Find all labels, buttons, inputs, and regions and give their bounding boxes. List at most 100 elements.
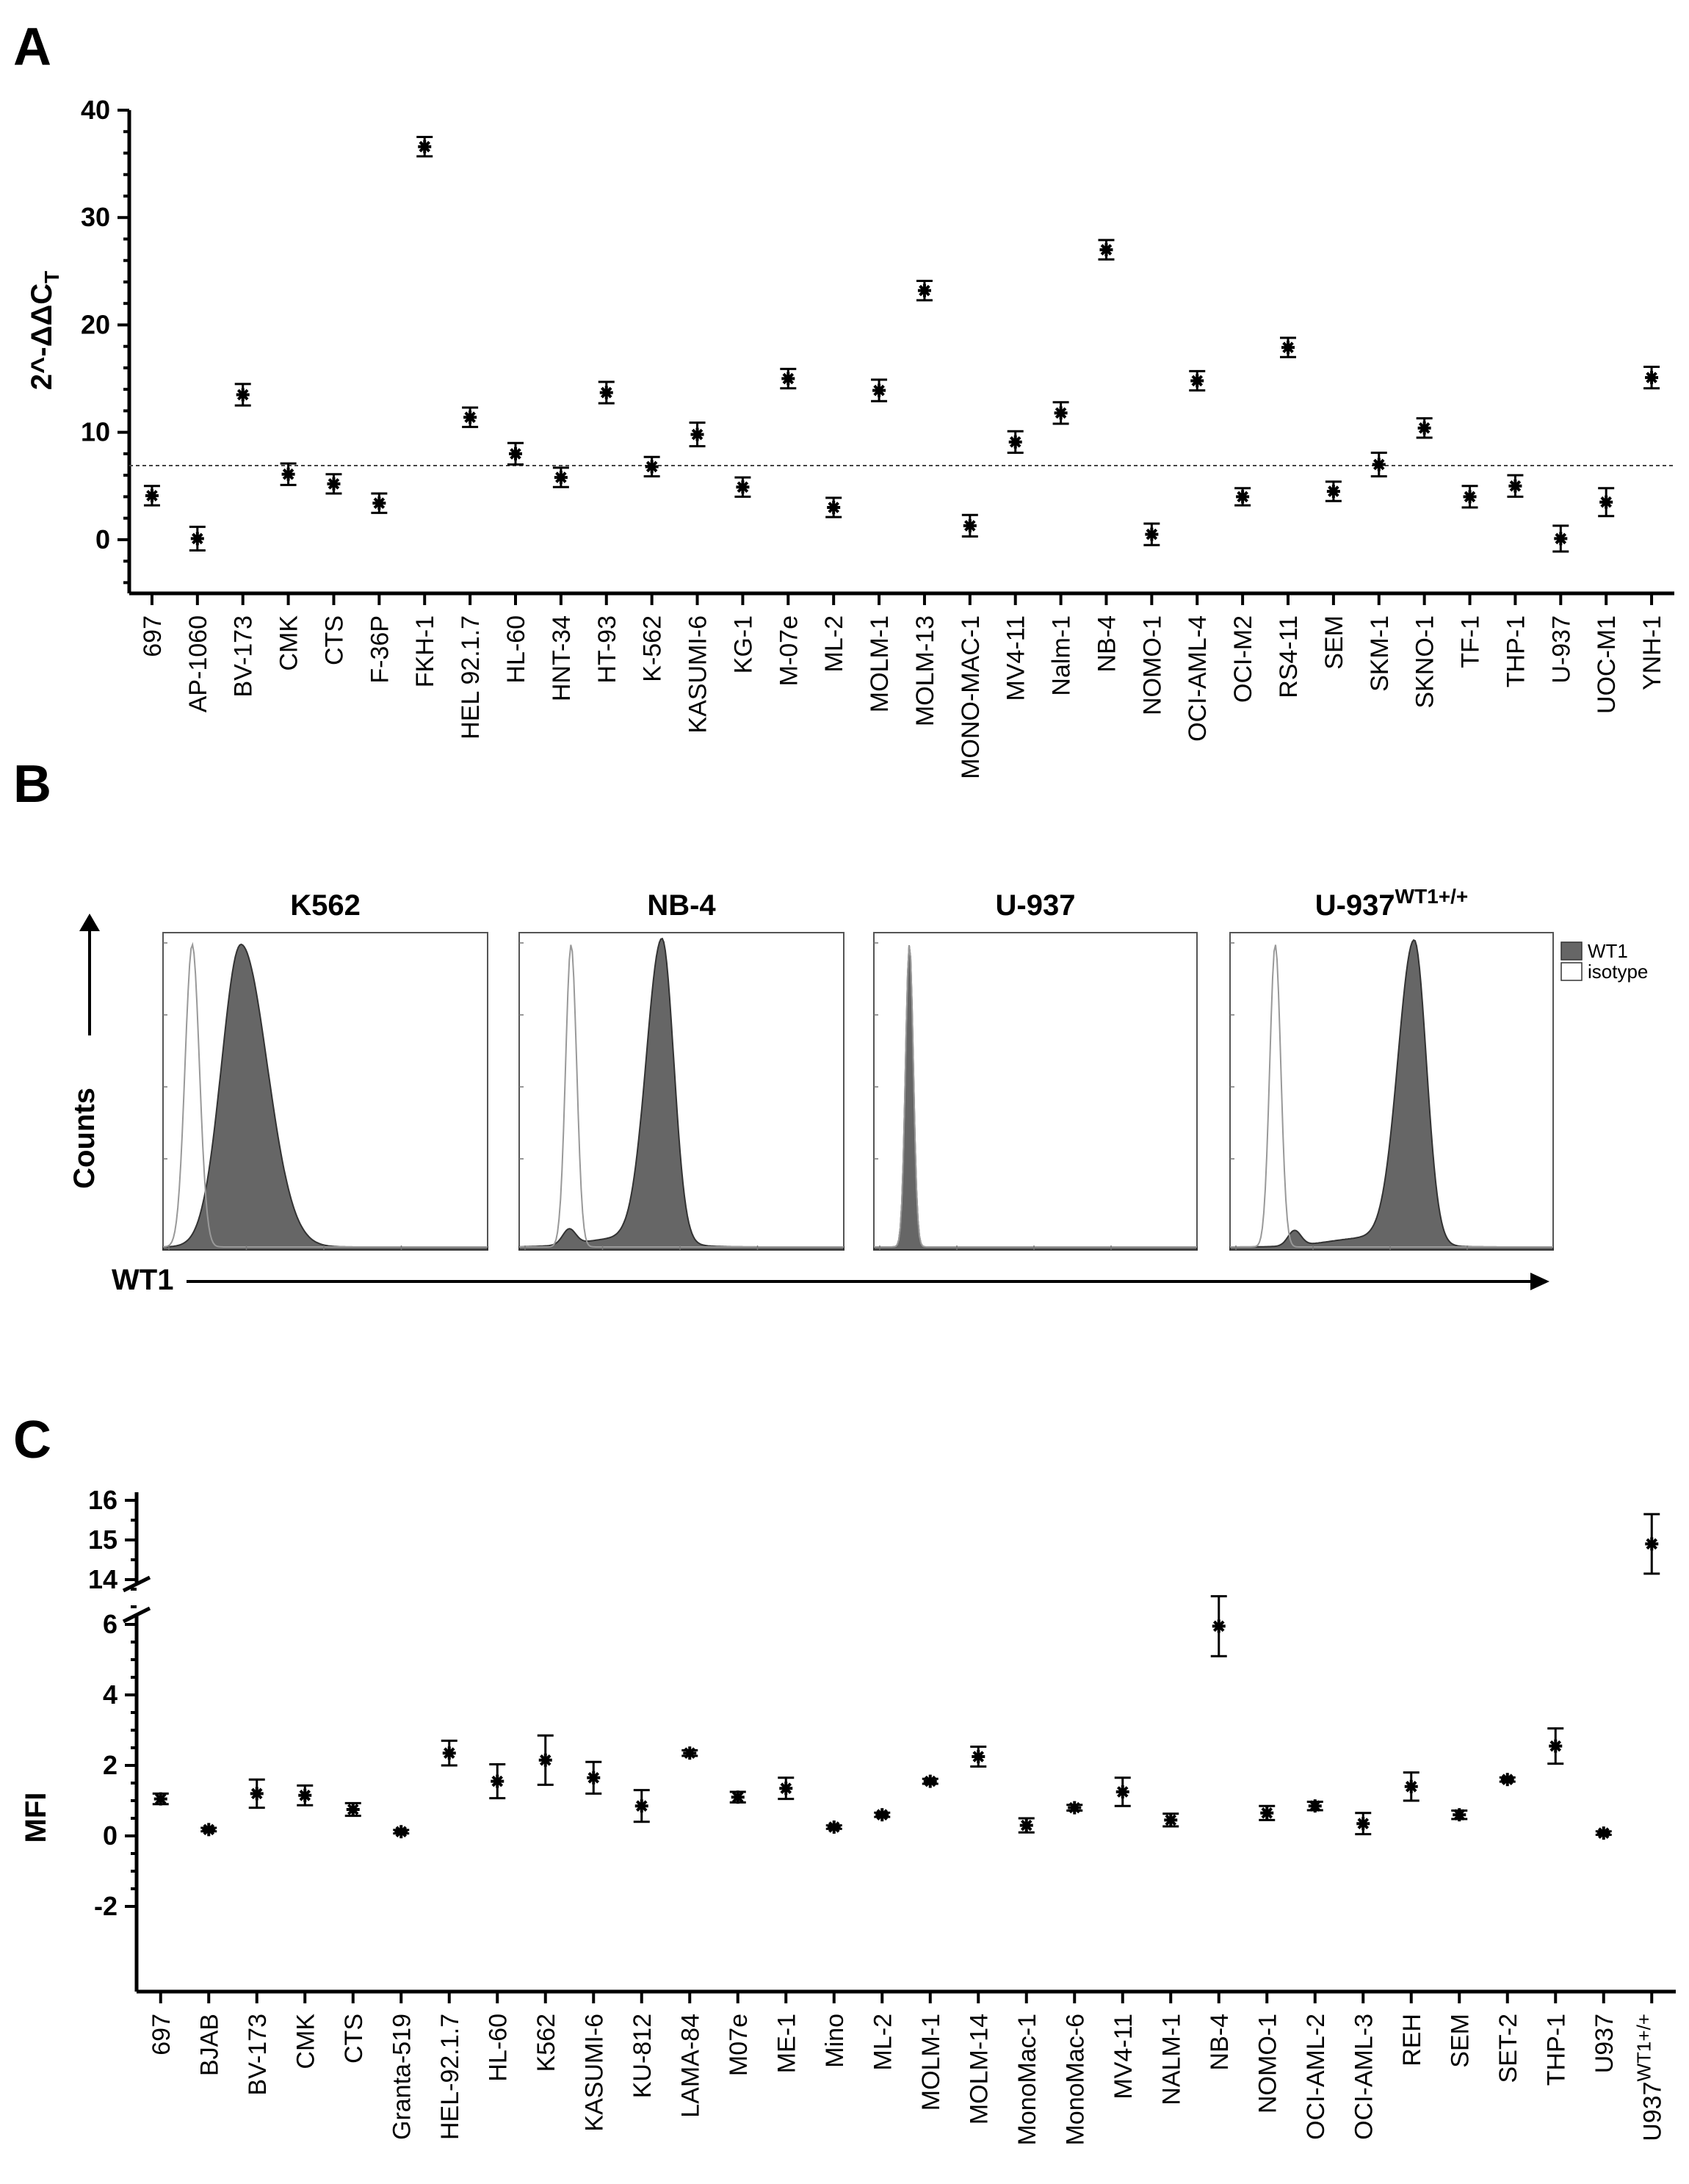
panel-b-subplot-title-sup: WT1+/+ — [1395, 885, 1469, 908]
panel-c-x-tick-label: NB-4 — [1206, 2014, 1234, 2070]
panel-c-data-point — [491, 1774, 504, 1788]
panel-c-data-point — [346, 1803, 360, 1816]
panel-c-data-point — [1645, 1537, 1659, 1551]
panel-a-x-tick-label: SKNO-1 — [1411, 615, 1439, 709]
panel-a-chart: 2^-ΔΔCT 0 10 20 30 40 697 AP-1060 BV-173 CMK CTS F… — [26, 95, 1674, 779]
panel-b-subplot-title-main: U-937 — [1315, 889, 1395, 922]
panel-c-x-tick-label: K562 — [532, 2014, 560, 2072]
panel-b-isotype-histogram — [874, 945, 1197, 1248]
panel-a-x-tick-label: M-07e — [775, 615, 803, 686]
panel-a-data-point — [963, 518, 977, 532]
panel-a-x-tick-label: MOLM-13 — [911, 615, 939, 726]
panel-c-x-tick-label: Granta-519 — [388, 2014, 416, 2140]
panel-c-x-tick-label: MonoMac-6 — [1061, 2014, 1089, 2146]
panel-c-data-point — [1596, 1826, 1610, 1840]
panel-a-data-point — [827, 501, 841, 515]
panel-c-x-tick-label: Mino — [821, 2014, 849, 2068]
panel-c-x-tick-label: 697 — [148, 2014, 176, 2055]
panel-c-x-tick-label-main: THP-1 — [1542, 2014, 1570, 2086]
panel-b-subplot-title: NB-4 — [647, 889, 716, 922]
panel-b-subplot-title: U-937 — [996, 889, 1076, 922]
panel-a-data-point — [190, 532, 204, 546]
panel-a-data-point — [1326, 485, 1340, 499]
panel-b-histograms: Counts WT1 K562 NB-4 U-937 U-937WT1+/+WT1is… — [68, 885, 1648, 1296]
panel-a-x-tick-label: U-937 — [1547, 615, 1575, 684]
panel-a-data-point — [1145, 527, 1159, 541]
panel-b-isotype-histogram — [162, 941, 488, 1248]
panel-c-x-tick-label-main: SET-2 — [1494, 2014, 1522, 2083]
panel-c-x-tick-label-main: NALM-1 — [1157, 2014, 1185, 2105]
panel-c-x-tick-label-main: SEM — [1446, 2014, 1474, 2068]
panel-c-x-tick-label-main: MV4-11 — [1110, 2014, 1138, 2100]
panel-b-subplot-title: K562 — [290, 889, 361, 922]
panel-c-data-point — [1404, 1779, 1418, 1793]
panel-c-data-point — [298, 1788, 312, 1802]
panel-c-data-point — [1068, 1801, 1082, 1815]
panel-a-data-point — [145, 488, 159, 502]
panel-a-x-tick-label: HEL 92.1.7 — [457, 615, 485, 740]
panel-a-data-point — [1508, 479, 1522, 493]
panel-a-x-tick-label: F-36P — [366, 615, 394, 684]
panel-c-x-tick-label-main: MonoMac-1 — [1013, 2014, 1041, 2146]
panel-a-x-tick-label: MONO-MAC-1 — [957, 615, 985, 779]
panel-c-x-tick-label: M07e — [725, 2014, 753, 2076]
panel-c-x-tick-label-main: KASUMI-6 — [580, 2014, 608, 2132]
panel-a-x-tick-label: MOLM-1 — [866, 615, 894, 712]
panel-c-x-tick-label: OCI-AML-2 — [1302, 2014, 1330, 2140]
panel-c-x-tick-label-main: NB-4 — [1206, 2014, 1234, 2070]
panel-c-data-point — [827, 1820, 841, 1834]
panel-a-x-tick-label: CTS — [320, 615, 348, 665]
panel-c-x-tick-label-sup: WT1+/+ — [1632, 2014, 1654, 2081]
panel-a-x-tick-label: TF-1 — [1457, 615, 1485, 668]
panel-a-x-tick-label: THP-1 — [1502, 615, 1530, 687]
panel-c-data-point — [1212, 1619, 1226, 1633]
panel-a-x-tick-label: AP-1060 — [184, 615, 212, 712]
panel-c-y-tick-label: 0 — [103, 1820, 117, 1851]
panel-c-x-tick-label-main: OCI-AML-3 — [1350, 2014, 1378, 2140]
panel-c-x-tick-label: HL-60 — [484, 2014, 512, 2082]
panel-c-data-point — [634, 1799, 648, 1813]
panel-c-x-tick-label: MV4-11 — [1110, 2014, 1138, 2100]
panel-b-counts-label: Counts — [68, 1088, 101, 1189]
panel-c-y-tick-label: 6 — [103, 1609, 117, 1639]
panel-c-data-point — [1500, 1773, 1514, 1787]
panel-c-y-tick-label: 14 — [88, 1564, 117, 1594]
panel-c-data-point — [1453, 1808, 1466, 1822]
panel-a-data-point — [236, 388, 250, 402]
panel-a-data-point — [1599, 495, 1613, 509]
panel-a-x-tick-label: RS4-11 — [1275, 615, 1303, 698]
panel-c-data-point — [972, 1750, 985, 1763]
panel-c-x-tick-label-main: U937 — [1638, 2081, 1666, 2141]
panel-a-x-tick-label: K-562 — [639, 615, 667, 682]
panel-a-data-point — [1008, 435, 1022, 449]
panel-c-letter: C — [13, 1411, 51, 1469]
panel-a-y-tick-label: 0 — [95, 524, 110, 554]
panel-a-x-tick-label: HL-60 — [502, 615, 530, 684]
panel-a-data-point — [1554, 532, 1568, 546]
panel-a-x-tick-label: NOMO-1 — [1138, 615, 1166, 715]
panel-a-data-point — [1281, 341, 1295, 355]
panel-b-letter: B — [13, 755, 51, 814]
panel-b-isotype-histogram — [1230, 944, 1553, 1248]
panel-b-plot-frame — [873, 932, 1198, 1251]
panel-c-data-point — [394, 1825, 408, 1839]
panel-a-data-point — [418, 140, 432, 153]
panel-a-data-point — [690, 427, 704, 441]
panel-c-data-point — [153, 1792, 167, 1806]
panel-b-isotype-histogram — [519, 944, 844, 1248]
panel-a-data-point — [917, 283, 931, 297]
panel-c-data-point — [1260, 1806, 1274, 1820]
panel-c-data-point — [538, 1753, 552, 1767]
panel-a-x-tick-label: CMK — [275, 615, 303, 671]
panel-c-data-point — [779, 1782, 793, 1796]
panel-c-data-point — [587, 1771, 601, 1785]
panel-a-x-tick-label: ML-2 — [820, 615, 848, 672]
panel-a-data-point — [599, 386, 613, 399]
panel-c-x-tick-label-main: HL-60 — [484, 2014, 512, 2082]
panel-a-x-tick-label: OCI-M2 — [1229, 615, 1257, 703]
panel-b-counts-arrowhead — [79, 914, 100, 931]
legend-swatch-isotype — [1560, 962, 1583, 981]
panel-a-data-point — [281, 467, 295, 481]
panel-c-x-tick-label-main: HEL-92.1.7 — [436, 2014, 464, 2140]
